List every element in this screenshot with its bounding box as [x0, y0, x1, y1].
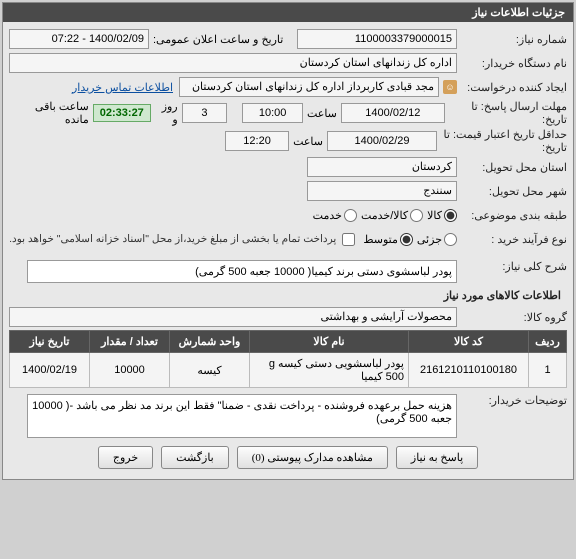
row-need-number: شماره نیاز: 1100003379000015 تاریخ و ساع…	[9, 28, 567, 50]
contact-buyer-link[interactable]: اطلاعات تماس خریدار	[66, 81, 179, 94]
desc-value: پودر لباسشوی دستی برند کیمیا( 10000 جعبه…	[27, 260, 457, 283]
exit-button[interactable]: خروج	[98, 446, 153, 469]
row-desc: شرح کلی نیاز: پودر لباسشوی دستی برند کیم…	[9, 260, 567, 283]
th-row: ردیف	[529, 331, 567, 353]
deliver-city-label: شهر محل تحویل:	[457, 185, 567, 198]
td-code: 2161210110100180	[409, 353, 529, 388]
buyer-name-label: نام دستگاه خریدار:	[457, 57, 567, 70]
back-button[interactable]: بازگشت	[161, 446, 229, 469]
announce-label: تاریخ و ساعت اعلان عمومی:	[149, 33, 287, 46]
deliver-city-value: سنندج	[307, 181, 457, 201]
main-panel: جزئیات اطلاعات نیاز شماره نیاز: 11000033…	[2, 2, 574, 480]
buyer-note-value: هزینه حمل برعهده فروشنده - پرداخت نقدی -…	[27, 394, 457, 438]
package-radio-group: کالا کالا/خدمت خدمت	[313, 209, 457, 222]
th-need-date: تاریخ نیاز	[10, 331, 90, 353]
radio-kala[interactable]: کالا	[427, 209, 457, 222]
row-deliver-city: شهر محل تحویل: سنندج	[9, 180, 567, 202]
attachments-button[interactable]: مشاهده مدارک پیوستی (0)	[237, 446, 388, 469]
buyer-note-label: توضیحات خریدار:	[457, 394, 567, 407]
row-min-valid: حداقل تاریخ اعتبار قیمت: تا تاریخ: 1400/…	[9, 128, 567, 154]
td-need-date: 1400/02/19	[10, 353, 90, 388]
th-code: کد کالا	[409, 331, 529, 353]
table-row[interactable]: 1 2161210110100180 پودر لباسشویی دستی کی…	[10, 353, 567, 388]
creator-label: ایجاد کننده درخواست:	[457, 81, 567, 94]
panel-body: شماره نیاز: 1100003379000015 تاریخ و ساع…	[3, 22, 573, 479]
radio-buy-low-input[interactable]	[444, 233, 457, 246]
person-icon: ☺	[443, 80, 457, 94]
radio-kala-service-input[interactable]	[410, 209, 423, 222]
saat-label-2: ساعت	[289, 135, 327, 148]
goods-info-title: اطلاعات کالاهای مورد نیاز	[9, 285, 567, 304]
partial-pay-note: پرداخت تمام یا بخشی از مبلغ خرید،از محل …	[9, 233, 342, 245]
need-number-value: 1100003379000015	[297, 29, 457, 49]
reply-button[interactable]: پاسخ به نیاز	[396, 446, 478, 469]
desc-label: شرح کلی نیاز:	[457, 260, 567, 273]
min-valid-date: 1400/02/29	[327, 131, 437, 151]
radio-buy-low[interactable]: جزئی	[417, 233, 457, 246]
radio-khadamat-input[interactable]	[344, 209, 357, 222]
td-unit: کیسه	[170, 353, 250, 388]
row-buy-type: نوع فرآیند خرید : جزئی متوسط پرداخت تمام…	[9, 228, 567, 250]
td-qty: 10000	[90, 353, 170, 388]
buyer-name-value: اداره کل زندانهای استان کردستان	[9, 53, 457, 73]
partial-pay-checkbox[interactable]	[342, 233, 355, 246]
remaining-days: 3	[182, 103, 228, 123]
deliver-state-value: کردستان	[307, 157, 457, 177]
radio-buy-mid[interactable]: متوسط	[363, 233, 413, 246]
row-buyer-note: توضیحات خریدار: هزینه حمل برعهده فروشنده…	[9, 394, 567, 438]
td-name: پودر لباسشویی دستی کیسه g 500 کیمیا	[250, 353, 409, 388]
min-valid-label: حداقل تاریخ اعتبار قیمت: تا تاریخ:	[437, 128, 567, 154]
radio-buy-mid-label: متوسط	[363, 233, 398, 246]
package-group-label: طبقه بندی موضوعی:	[457, 209, 567, 222]
goods-table: ردیف کد کالا نام کالا واحد شمارش تعداد /…	[9, 330, 567, 388]
need-number-label: شماره نیاز:	[457, 33, 567, 46]
goods-group-value: محصولات آرایشی و بهداشتی	[9, 307, 457, 327]
countdown-timer: 02:33:27	[93, 104, 151, 122]
row-creator: ایجاد کننده درخواست: ☺ مجد قبادی کاربردا…	[9, 76, 567, 98]
deadline-send-label: مهلت ارسال پاسخ: تا تاریخ:	[445, 100, 567, 126]
radio-kala-input[interactable]	[444, 209, 457, 222]
table-header-row: ردیف کد کالا نام کالا واحد شمارش تعداد /…	[10, 331, 567, 353]
saat-label-1: ساعت	[303, 107, 341, 120]
remaining-text: ساعت باقی مانده	[9, 100, 93, 126]
deadline-send-date: 1400/02/12	[341, 103, 445, 123]
th-qty: تعداد / مقدار	[90, 331, 170, 353]
row-deadline-send: مهلت ارسال پاسخ: تا تاریخ: 1400/02/12 سا…	[9, 100, 567, 126]
radio-buy-low-label: جزئی	[417, 233, 442, 246]
row-package-group: طبقه بندی موضوعی: کالا کالا/خدمت خدمت	[9, 204, 567, 226]
radio-kala-label: کالا	[427, 209, 442, 222]
row-deliver-state: استان محل تحویل: کردستان	[9, 156, 567, 178]
deliver-state-label: استان محل تحویل:	[457, 161, 567, 174]
rooz-label: روز و	[151, 100, 182, 126]
radio-buy-mid-input[interactable]	[400, 233, 413, 246]
min-valid-time: 12:20	[225, 131, 289, 151]
td-row: 1	[529, 353, 567, 388]
th-name: نام کالا	[250, 331, 409, 353]
goods-group-label: گروه کالا:	[457, 311, 567, 324]
row-buyer-name: نام دستگاه خریدار: اداره کل زندانهای است…	[9, 52, 567, 74]
row-goods-group: گروه کالا: محصولات آرایشی و بهداشتی	[9, 306, 567, 328]
radio-kala-service[interactable]: کالا/خدمت	[361, 209, 423, 222]
radio-kala-service-label: کالا/خدمت	[361, 209, 408, 222]
panel-title: جزئیات اطلاعات نیاز	[3, 3, 573, 22]
buy-type-radio-group: جزئی متوسط	[363, 233, 457, 246]
th-unit: واحد شمارش	[170, 331, 250, 353]
creator-value: مجد قبادی کاربرداز اداره کل زندانهای است…	[179, 77, 439, 97]
button-row: پاسخ به نیاز مشاهده مدارک پیوستی (0) باز…	[9, 440, 567, 475]
announce-value: 1400/02/09 - 07:22	[9, 29, 149, 49]
buy-type-label: نوع فرآیند خرید :	[457, 233, 567, 246]
radio-khadamat-label: خدمت	[313, 209, 342, 222]
radio-khadamat[interactable]: خدمت	[313, 209, 357, 222]
deadline-send-time: 10:00	[242, 103, 303, 123]
